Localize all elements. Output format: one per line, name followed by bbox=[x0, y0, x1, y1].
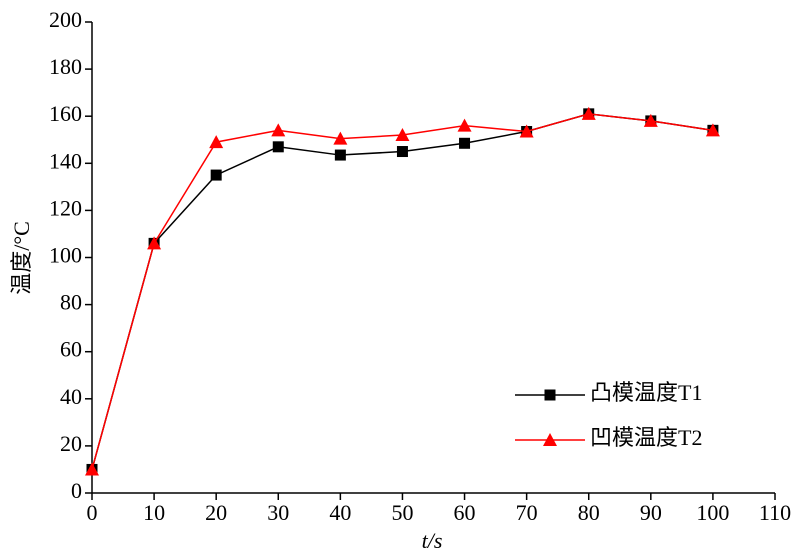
y-tick-label: 180 bbox=[49, 54, 82, 79]
legend-marker bbox=[543, 433, 557, 446]
x-tick-label: 20 bbox=[205, 500, 227, 525]
data-point bbox=[395, 128, 410, 142]
data-point bbox=[457, 118, 472, 132]
series-line bbox=[91, 113, 714, 470]
y-tick-label: 40 bbox=[60, 384, 82, 409]
y-axis-label: 温度/°C bbox=[9, 221, 34, 295]
y-tick-label: 60 bbox=[60, 337, 82, 362]
data-point bbox=[519, 124, 534, 138]
data-point bbox=[210, 169, 222, 181]
x-tick-label: 0 bbox=[87, 500, 98, 525]
x-tick-label: 80 bbox=[578, 500, 600, 525]
y-tick-label: 80 bbox=[60, 290, 82, 315]
data-point bbox=[334, 149, 346, 161]
x-tick-label: 90 bbox=[640, 500, 662, 525]
x-tick-label: 70 bbox=[516, 500, 538, 525]
data-point bbox=[705, 123, 720, 137]
data-point bbox=[333, 131, 348, 145]
x-tick-label: 110 bbox=[759, 500, 791, 525]
data-point bbox=[209, 135, 224, 149]
data-point bbox=[271, 123, 286, 137]
legend-label: 凹模温度T2 bbox=[590, 425, 702, 450]
x-tick-label: 40 bbox=[329, 500, 351, 525]
y-tick-label: 140 bbox=[49, 148, 82, 173]
x-tick-label: 100 bbox=[696, 500, 729, 525]
data-point bbox=[581, 106, 596, 120]
y-tick-label: 200 bbox=[49, 7, 82, 32]
data-point bbox=[85, 462, 99, 476]
y-tick-label: 160 bbox=[49, 101, 82, 126]
x-tick-label: 30 bbox=[267, 500, 289, 525]
data-point bbox=[459, 137, 471, 149]
y-tick-label: 20 bbox=[60, 431, 82, 456]
y-tick-label: 100 bbox=[49, 243, 82, 268]
data-point bbox=[272, 141, 284, 153]
data-point bbox=[643, 113, 658, 127]
y-tick-label: 0 bbox=[71, 478, 82, 503]
x-tick-label: 10 bbox=[143, 500, 165, 525]
y-tick-label: 120 bbox=[49, 195, 82, 220]
legend-label: 凸模温度T1 bbox=[590, 380, 702, 405]
x-tick-label: 50 bbox=[391, 500, 413, 525]
legend-marker bbox=[544, 389, 556, 401]
data-point bbox=[396, 146, 408, 158]
x-tick-label: 60 bbox=[454, 500, 476, 525]
series-line bbox=[91, 113, 714, 470]
data-point bbox=[147, 236, 162, 250]
x-axis-label: t/s bbox=[422, 528, 443, 553]
